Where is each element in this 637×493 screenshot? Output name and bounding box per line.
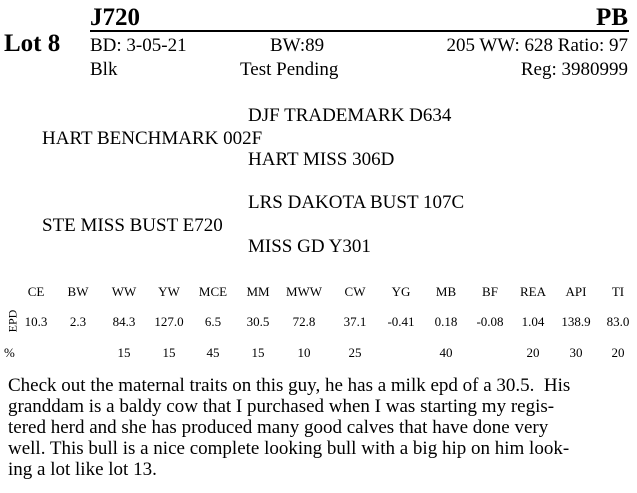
lot-number: Lot 8 — [4, 30, 61, 57]
header-rule — [90, 30, 629, 32]
sire: HART BENCHMARK 002F — [42, 128, 263, 149]
birth-weight: BW:89 — [270, 35, 325, 56]
epd-value: 84.3 — [112, 314, 136, 329]
epd-value: -0.08 — [476, 314, 504, 329]
weaning-weight: 205 WW: 628 Ratio: 97 — [446, 35, 628, 56]
epd-column-header: WW — [111, 284, 137, 299]
epd-value: 72.8 — [292, 314, 316, 329]
epd-column-header: YG — [391, 284, 411, 299]
color: Blk — [90, 59, 118, 80]
epd-column-header: YW — [158, 284, 180, 299]
dam-dam: MISS GD Y301 — [248, 236, 371, 257]
sire-sire: DJF TRADEMARK D634 — [248, 105, 452, 126]
epd-percent: 30 — [569, 345, 583, 360]
epd-percent: 15 — [162, 345, 176, 360]
epd-column-header: BF — [482, 284, 498, 299]
percent-row-label: % — [4, 345, 15, 360]
epd-value: 0.18 — [434, 314, 458, 329]
description: Check out the maternal traits on this gu… — [8, 375, 570, 480]
epd-column-header: TI — [611, 284, 625, 299]
description-line: granddam is a baldy cow that I purchased… — [8, 396, 555, 417]
epd-value: 83.0 — [606, 314, 630, 329]
sire-dam: HART MISS 306D — [248, 149, 395, 170]
epd-column-header: MB — [435, 284, 457, 299]
description-line: tered herd and she has produced many goo… — [8, 417, 549, 438]
epd-column-header: API — [565, 284, 587, 299]
epd-column-header: MCE — [198, 284, 228, 299]
epd-value: 127.0 — [154, 314, 184, 329]
epd-value: 30.5 — [246, 314, 270, 329]
birth-date: BD: 3-05-21 — [90, 35, 187, 56]
epd-percent: 20 — [526, 345, 540, 360]
epd-column-header: MM — [246, 284, 270, 299]
epd-percent: 15 — [117, 345, 131, 360]
epd-value: 1.04 — [521, 314, 545, 329]
epd-percent: 15 — [251, 345, 265, 360]
epd-value: 138.9 — [561, 314, 591, 329]
dam-sire: LRS DAKOTA BUST 107C — [248, 192, 465, 213]
registration: Reg: 3980999 — [520, 59, 628, 80]
epd-column-header: BW — [67, 284, 89, 299]
epd-percent: 45 — [206, 345, 220, 360]
epd-percent: 10 — [297, 345, 311, 360]
test-status: Test Pending — [240, 59, 339, 80]
breed: PB — [596, 4, 628, 31]
epd-value: 6.5 — [204, 314, 222, 329]
epd-column-header: CE — [27, 284, 45, 299]
epd-column-header: REA — [520, 284, 546, 299]
epd-value: 37.1 — [343, 314, 367, 329]
epd-column-header: CW — [344, 284, 366, 299]
epd-value: 2.3 — [69, 314, 87, 329]
epd-value: -0.41 — [387, 314, 415, 329]
epd-row-label: EPD — [5, 309, 20, 333]
epd-value: 10.3 — [24, 314, 48, 329]
epd-percent: 25 — [348, 345, 362, 360]
description-line: Check out the maternal traits on this gu… — [8, 375, 571, 396]
tag: J720 — [90, 4, 140, 31]
dam: STE MISS BUST E720 — [42, 215, 223, 236]
epd-column-header: MWW — [285, 284, 323, 299]
epd-percent: 40 — [439, 345, 453, 360]
description-line: ing a lot like lot 13. — [8, 459, 157, 480]
epd-percent: 20 — [611, 345, 625, 360]
description-line: well. This bull is a nice complete looki… — [8, 438, 570, 459]
